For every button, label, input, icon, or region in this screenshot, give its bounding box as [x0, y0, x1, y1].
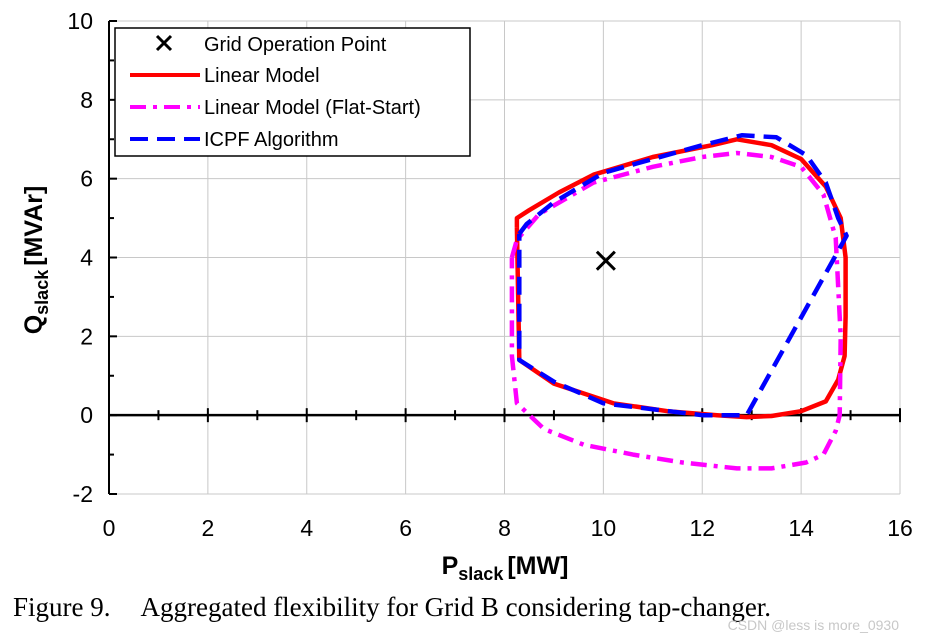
figure-caption-text: Aggregated flexibility for Grid B consid…	[140, 592, 772, 622]
x-tick-label: 4	[300, 515, 313, 541]
y-tick-label: 2	[80, 323, 93, 349]
watermark: CSDN @less is more_0930	[727, 617, 899, 633]
legend-label-icpf: ICPF Algorithm	[204, 129, 338, 151]
x-tick-label: 10	[591, 515, 617, 541]
marker-layer	[595, 250, 616, 271]
grid-operation-point-marker	[595, 250, 616, 271]
flexibility-chart: 0 2 4 6 8 10 12 14 16 -2 0 2 4 6 8 10 Pslack [MW] Qslack…	[20, 8, 913, 584]
y-tick-label: 10	[67, 8, 93, 34]
y-tick-label: 0	[80, 402, 93, 428]
legend: Grid Operation Point Linear Model Linear…	[114, 27, 471, 157]
legend-item-flat-start: Linear Model (Flat-Start)	[130, 97, 421, 119]
cross-marker-icon	[155, 34, 173, 52]
grid-lines	[109, 20, 901, 495]
y-axis-title: Qslack[MVAr]	[20, 186, 52, 335]
legend-label-flat-start: Linear Model (Flat-Start)	[204, 97, 421, 119]
x-tick-label: 16	[887, 515, 913, 541]
y-tick-label: 4	[80, 245, 93, 271]
series-line-linear-model	[514, 137, 848, 420]
figure-number: Figure 9.	[13, 592, 111, 622]
tick-labels: 0 2 4 6 8 10 12 14 16 -2 0 2 4 6 8 10	[67, 8, 912, 541]
series-layer	[509, 133, 849, 471]
series-line-icpf-algorithm	[517, 133, 849, 418]
x-tick-label: 2	[201, 515, 214, 541]
x-tick-label: 0	[103, 515, 116, 541]
x-axis-title: Pslack [MW]	[442, 552, 569, 584]
legend-label-grid-operation-point: Grid Operation Point	[204, 34, 387, 56]
legend-item-icpf: ICPF Algorithm	[130, 129, 338, 151]
legend-label-linear-model: Linear Model	[204, 65, 320, 87]
y-tick-label: -2	[73, 481, 93, 507]
x-tick-label: 12	[689, 515, 715, 541]
figure-caption: Figure 9. Aggregated flexibility for Grid…	[13, 592, 771, 623]
x-tick-label: 8	[498, 515, 511, 541]
y-tick-label: 6	[80, 166, 93, 192]
legend-item-grid-operation-point: Grid Operation Point	[155, 34, 387, 56]
x-tick-label: 6	[399, 515, 412, 541]
legend-item-linear-model: Linear Model	[130, 65, 320, 87]
legend-box	[114, 27, 471, 157]
y-tick-label: 8	[80, 87, 93, 113]
x-tick-label: 14	[788, 515, 814, 541]
series-line-flat-start	[509, 150, 843, 471]
